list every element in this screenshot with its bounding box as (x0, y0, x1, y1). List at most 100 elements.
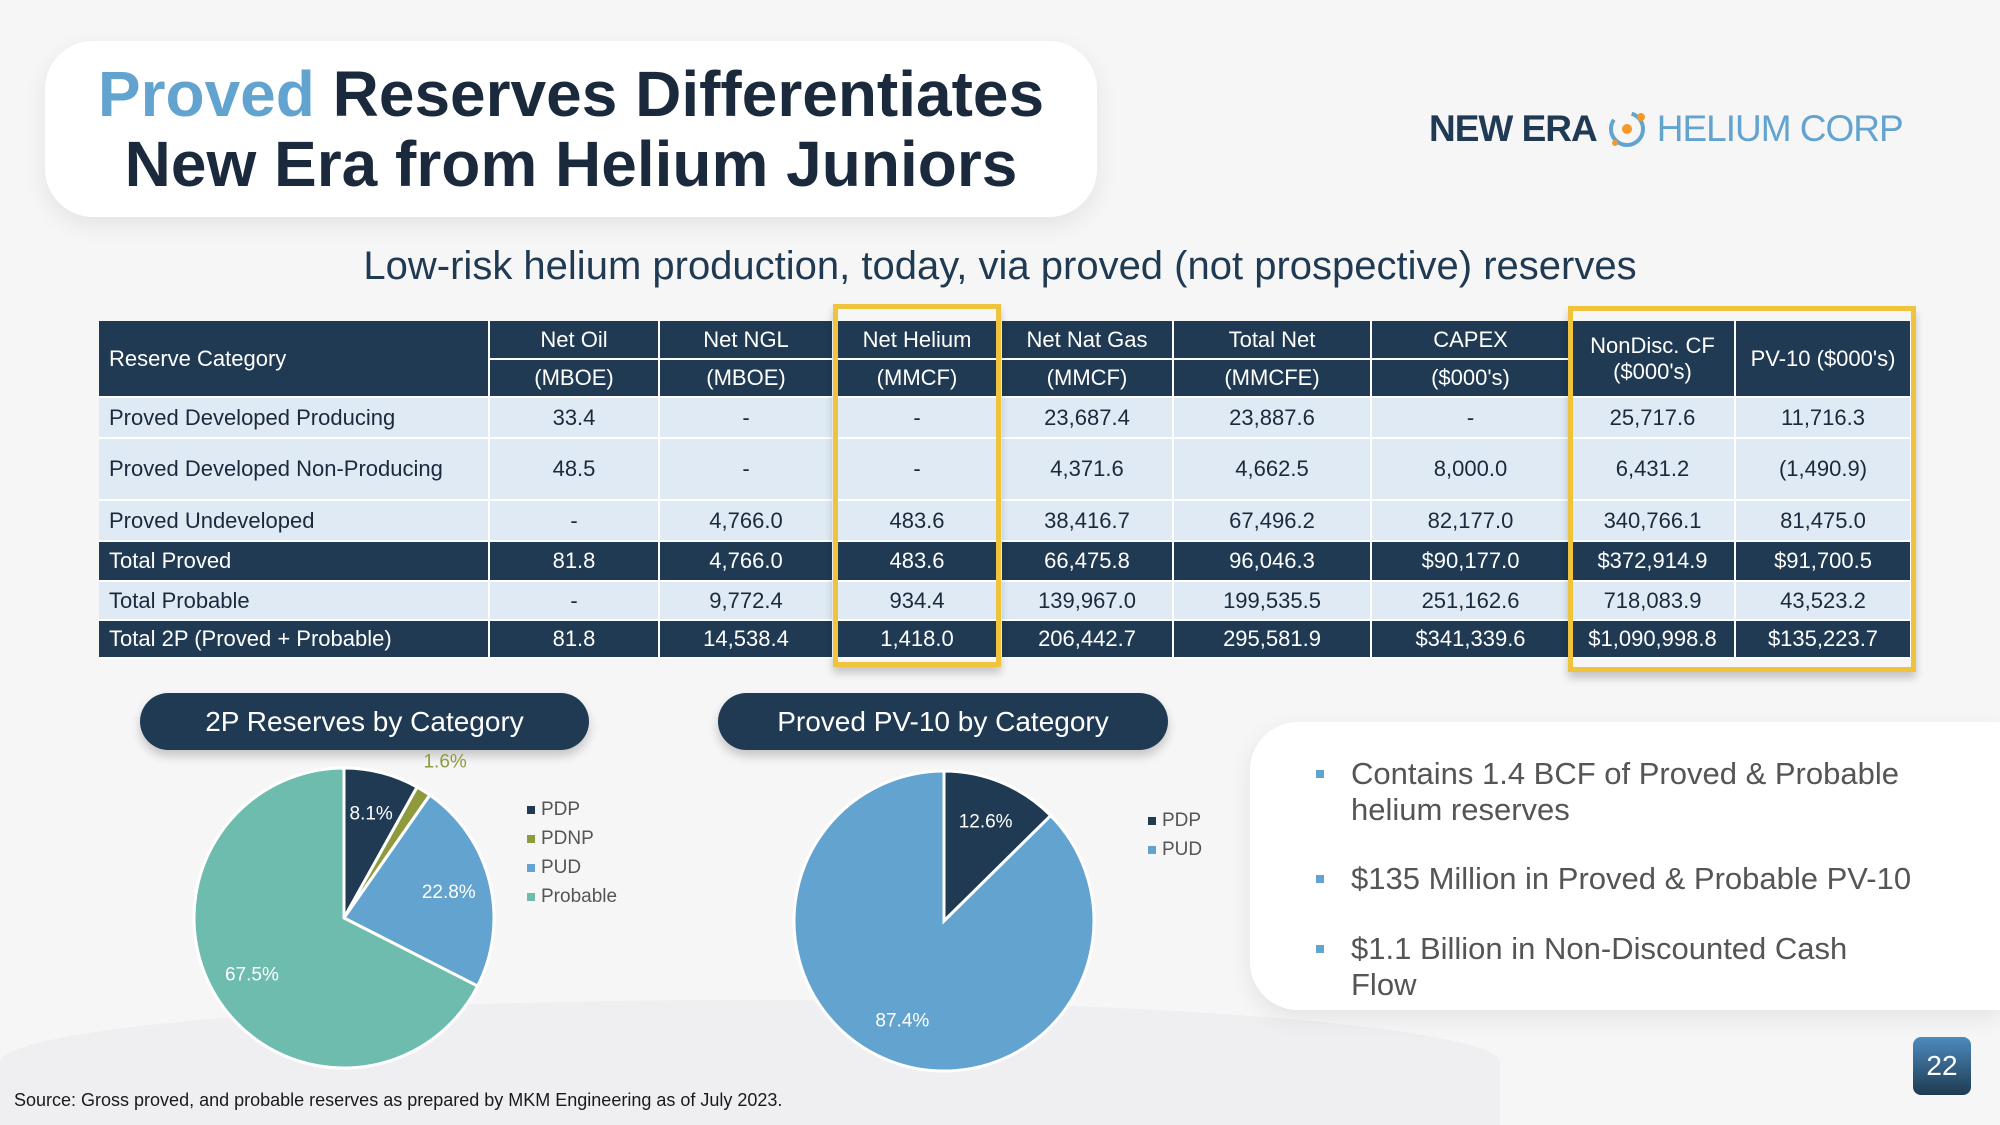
column-header: NonDisc. CF ($000's) (1570, 321, 1736, 398)
legend-swatch-icon (527, 863, 535, 872)
row-label: Proved Developed Non-Producing (99, 438, 490, 501)
table-cell: 23,687.4 (1001, 397, 1174, 439)
column-header: PV-10 ($000's) (1735, 321, 1912, 398)
column-unit: (MBOE) (659, 359, 834, 398)
table-cell: 4,766.0 (659, 500, 834, 542)
data-label: 87.4% (875, 1011, 929, 1032)
highlight-box-helium (833, 304, 1001, 667)
legend-label: PDNP (541, 827, 594, 849)
row-label: Proved Undeveloped (99, 500, 490, 542)
column-unit: ($000's) (1371, 359, 1571, 398)
legend-swatch-icon (1148, 816, 1156, 825)
table-row: Total 2P (Proved + Probable) 81.8 14,538.4… (99, 620, 1912, 659)
pie-slice-pdp (942, 769, 1053, 925)
column-header: Total Net (1173, 321, 1372, 360)
reserves-table: Reserve Category Net Oil Net NGL Net Helium… (99, 321, 1912, 659)
table-cell: 96,046.3 (1173, 541, 1372, 582)
company-logo: NEW ERA HELIUM CORP (1429, 108, 1904, 149)
table-cell: $90,177.0 (1371, 541, 1571, 582)
pie-charts: 8.1% 1.6% 22.8% 67.5% 12.6% 87.4% (192, 752, 1096, 1073)
page-number-badge: 22 (1913, 1037, 1971, 1095)
column-header: Net NGL (659, 321, 834, 360)
legend-label: PUD (1162, 838, 1203, 860)
legend-label: PDP (541, 798, 581, 820)
chart-title-2p-reserves: 2P Reserves by Category (140, 693, 589, 750)
legend-2p: PDP PDNP PUD Probable (527, 795, 617, 911)
legend-item: PUD (1148, 835, 1202, 864)
column-header: Reserve Category (99, 321, 490, 398)
table-cell: 81.8 (489, 541, 660, 582)
pie-slice-pud (792, 769, 1096, 1073)
pie-slice-pud (341, 792, 496, 989)
table-cell: - (1371, 397, 1571, 439)
table-cell: - (659, 397, 834, 439)
table-cell: $135,223.7 (1735, 620, 1912, 659)
table-cell: 48.5 (489, 438, 660, 501)
table-cell: 1,418.0 (833, 620, 1002, 659)
legend-item: Probable (527, 882, 617, 911)
table-row: Proved Developed Producing 33.4- -23,687.4… (99, 397, 1912, 439)
header-line: ($000's) (1613, 358, 1692, 384)
table-cell: $91,700.5 (1735, 541, 1912, 582)
table-cell: 718,083.9 (1570, 581, 1736, 621)
pie-slice-probable (192, 766, 480, 1070)
table-cell: 23,887.6 (1173, 397, 1372, 439)
table-cell: 483.6 (833, 541, 1002, 582)
row-label: Proved Developed Producing (99, 397, 490, 439)
column-unit: (MMCFE) (1173, 359, 1372, 398)
table-cell: 81.8 (489, 620, 660, 659)
highlights-card (1250, 722, 2000, 1010)
legend-label: PDP (1162, 809, 1202, 831)
table-cell: $1,090,998.8 (1570, 620, 1736, 659)
table-cell: (1,490.9) (1735, 438, 1912, 501)
table-cell: 38,416.7 (1001, 500, 1174, 542)
column-header: Net Oil (489, 321, 660, 360)
table-cell: 82,177.0 (1371, 500, 1571, 542)
page-title-line1: Proved Reserves Differentiates (97, 58, 1045, 130)
table-row: Total Probable -9,772.4 934.4 139,967.0 199,… (99, 581, 1912, 621)
table-cell: 4,766.0 (659, 541, 834, 582)
row-label: Total Probable (99, 581, 490, 621)
column-header: CAPEX (1371, 321, 1571, 360)
table-cell: 25,717.6 (1570, 397, 1736, 439)
header-line: NonDisc. CF (1590, 332, 1715, 358)
column-header: Net Helium (833, 321, 1002, 360)
table-cell: 11,716.3 (1735, 397, 1912, 439)
table-cell: 8,000.0 (1371, 438, 1571, 501)
data-label: 12.6% (959, 811, 1013, 832)
row-label: Total 2P (Proved + Probable) (99, 620, 490, 659)
table-cell: 934.4 (833, 581, 1002, 621)
table-cell: $372,914.9 (1570, 541, 1736, 582)
legend-swatch-icon (527, 834, 535, 843)
data-label: 8.1% (350, 803, 393, 824)
chart-title-proved-pv10: Proved PV-10 by Category (718, 693, 1168, 750)
table-cell: - (659, 438, 834, 501)
table-cell: 139,967.0 (1001, 581, 1174, 621)
bullet-item: Contains 1.4 BCF of Proved & Probable he… (1316, 756, 1916, 828)
column-unit: (MBOE) (489, 359, 660, 398)
table-cell: 67,496.2 (1173, 500, 1372, 542)
legend-pv10: PDP PUD (1148, 806, 1202, 864)
legend-item: PDP (527, 795, 617, 824)
table-row: Total Proved 81.8 4,766.0 483.6 66,475.8 96,0… (99, 541, 1912, 582)
bullet-item: $135 Million in Proved & Probable PV-10 (1316, 861, 1916, 897)
table-cell: $341,339.6 (1371, 620, 1571, 659)
table-cell: 6,431.2 (1570, 438, 1736, 501)
legend-label: PUD (541, 856, 582, 878)
table-cell: 33.4 (489, 397, 660, 439)
table-cell: - (489, 500, 660, 542)
table-cell: 9,772.4 (659, 581, 834, 621)
legend-item: PUD (527, 853, 617, 882)
table-row: Proved Developed Non-Producing 48.5- -4,37… (99, 438, 1912, 501)
highlight-box-cashflow (1568, 306, 1916, 672)
row-label: Total Proved (99, 541, 490, 582)
table-cell: 43,523.2 (1735, 581, 1912, 621)
table-cell: 81,475.0 (1735, 500, 1912, 542)
table-row: Proved Undeveloped -4,766.0 483.6 38,416.7 6… (99, 500, 1912, 542)
column-unit: (MMCF) (1001, 359, 1174, 398)
legend-swatch-icon (1148, 845, 1156, 854)
column-header: Net Nat Gas (1001, 321, 1174, 360)
bullet-item: $1.1 Billion in Non-Discounted Cash Flow (1316, 931, 1916, 1003)
data-label: 67.5% (225, 964, 279, 985)
legend-swatch-icon (527, 805, 535, 814)
